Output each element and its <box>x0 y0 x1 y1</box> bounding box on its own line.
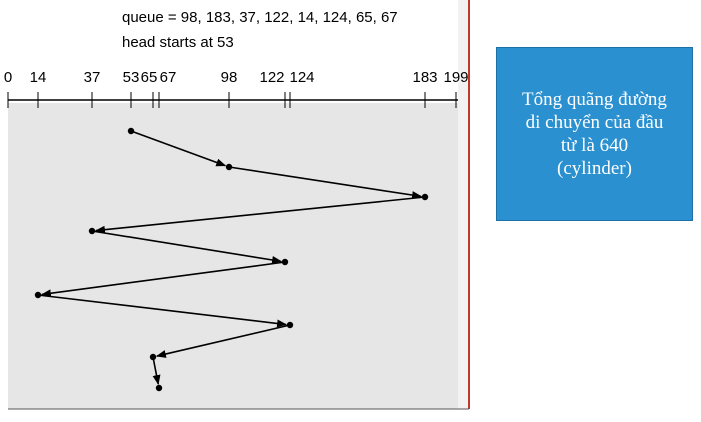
head-position-3-cylinder-37 <box>88 227 96 235</box>
head-position-8-cylinder-67 <box>155 384 163 392</box>
tick-label-0: 0 <box>4 69 12 86</box>
head-position-4-cylinder-122 <box>281 258 289 266</box>
callout-line-3: từ là 640 <box>560 135 629 156</box>
move-segment-14-to-124 <box>37 294 288 328</box>
disk-scheduling-diagram: queue = 98, 183, 37, 122, 14, 124, 65, 6… <box>4 0 470 410</box>
callout-line-1: Tổng quãng đường <box>522 89 667 110</box>
move-segment-65-to-67 <box>152 356 161 386</box>
plot-right-strip <box>458 0 468 409</box>
head-movement-path <box>34 127 429 392</box>
head-position-0-cylinder-53 <box>127 127 135 135</box>
tick-label-67: 67 <box>160 69 177 86</box>
callout-line-4: (cylinder) <box>557 158 632 179</box>
move-segment-37-to-122 <box>91 230 283 264</box>
tick-label-53: 53 <box>123 69 140 86</box>
axis-ticks: 0 14 37 53 65 67 98 122 124 183 199 <box>4 69 469 108</box>
head-position-5-cylinder-14 <box>34 291 42 299</box>
queue-label: queue = 98, 183, 37, 122, 14, 124, 65, 6… <box>122 9 398 26</box>
callout-text: Tổng quãng đường di chuyển của đầu từ là… <box>522 88 667 180</box>
move-segment-53-to-98 <box>130 130 227 167</box>
tick-label-14: 14 <box>30 69 47 86</box>
tick-label-124: 124 <box>289 69 314 86</box>
move-segment-98-to-183 <box>228 166 423 199</box>
tick-label-98: 98 <box>221 69 238 86</box>
head-position-2-cylinder-183 <box>421 193 429 201</box>
head-position-1-cylinder-98 <box>225 163 233 171</box>
tick-label-37: 37 <box>84 69 101 86</box>
head-start-label: head starts at 53 <box>122 34 234 51</box>
move-segment-183-to-37 <box>94 196 426 234</box>
tick-label-199: 199 <box>443 69 468 86</box>
total-distance-callout: Tổng quãng đường di chuyển của đầu từ là… <box>496 47 693 221</box>
head-position-7-cylinder-65 <box>149 353 157 361</box>
move-segment-122-to-14 <box>40 261 286 298</box>
tick-label-65: 65 <box>141 69 158 86</box>
plot-area <box>8 103 458 409</box>
tick-label-183: 183 <box>412 69 437 86</box>
move-segment-124-to-65 <box>155 324 291 358</box>
head-position-6-cylinder-124 <box>286 321 294 329</box>
tick-label-122: 122 <box>259 69 284 86</box>
callout-line-2: di chuyển của đầu <box>525 112 664 133</box>
